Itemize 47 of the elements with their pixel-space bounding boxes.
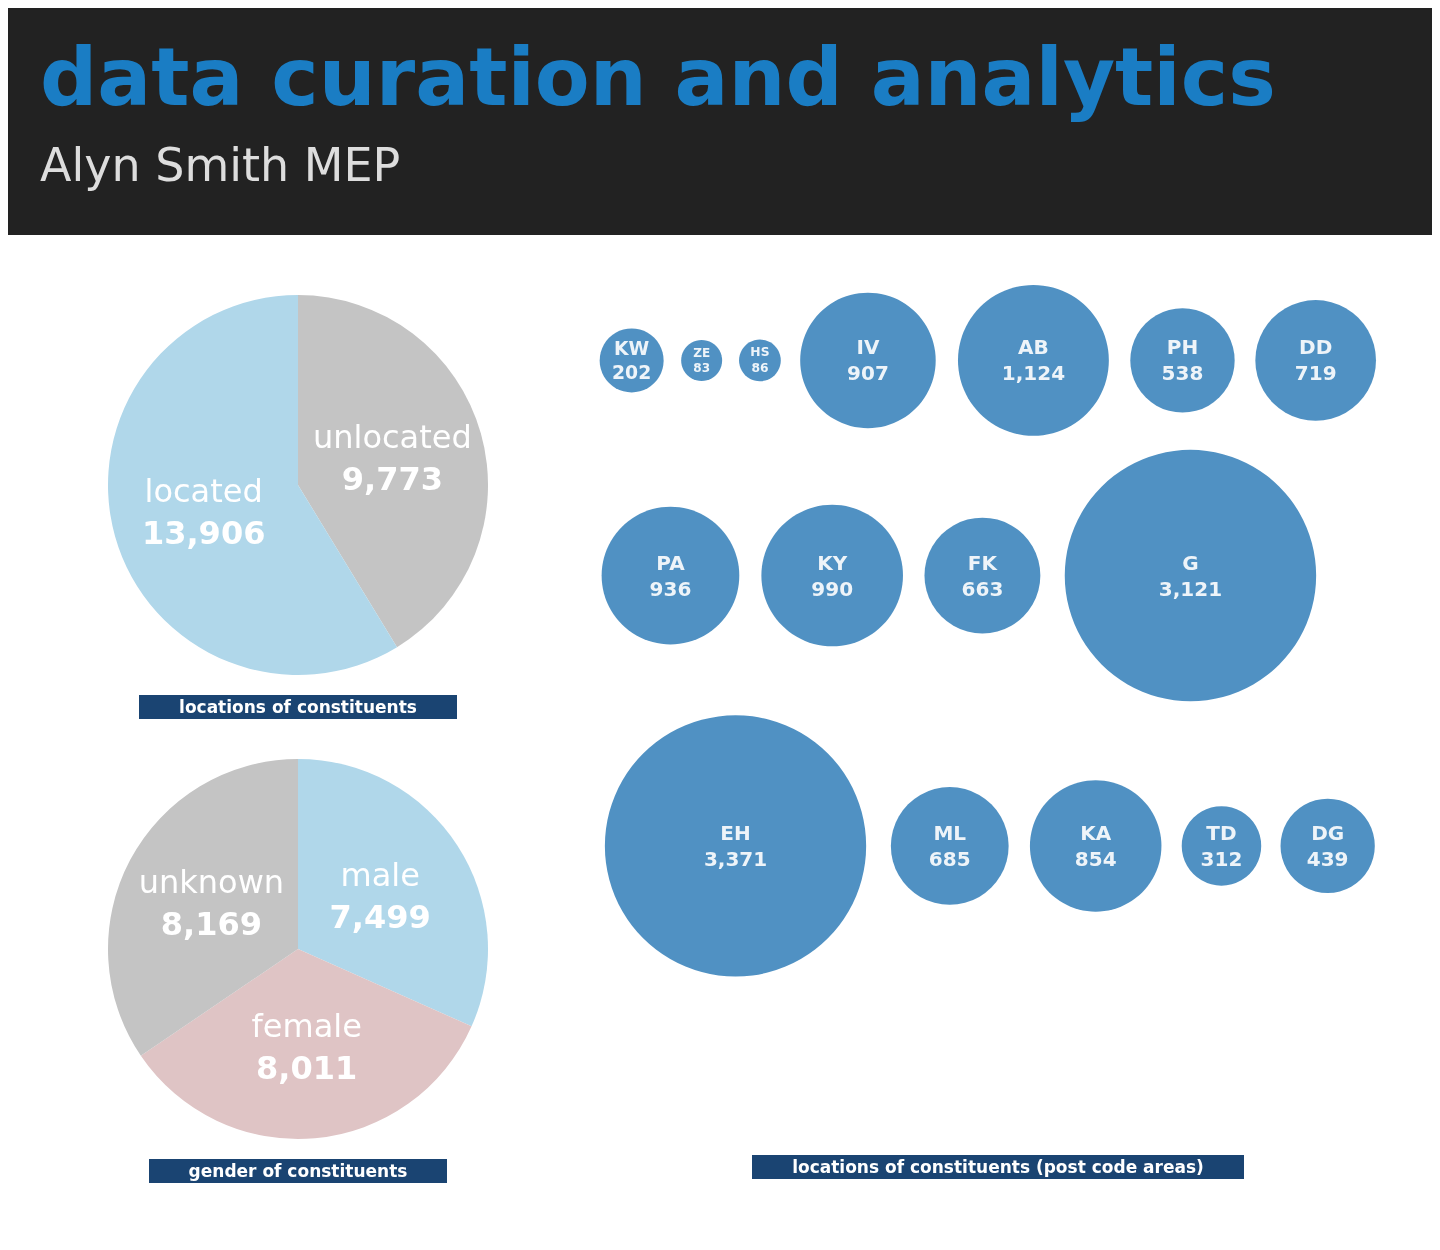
data-label: 8,169 [160, 905, 262, 944]
slice-label: male [340, 855, 420, 894]
data-label: 854 [1074, 846, 1117, 871]
data-label: 9,773 [341, 460, 443, 499]
data-label: 3,371 [703, 846, 768, 871]
category-label: FK [967, 550, 999, 575]
category-label: DG [1311, 820, 1345, 845]
data-label: 13,906 [141, 513, 266, 552]
data-label: 202 [612, 362, 652, 384]
data-label: 538 [1161, 361, 1204, 386]
text: data curation and analytics [40, 30, 1277, 126]
category-label: IV [856, 335, 880, 360]
data-label: 439 [1306, 846, 1349, 871]
data-label: 990 [811, 576, 854, 601]
text: locations of constituents (post code areas) [752, 1155, 1244, 1179]
slice-label: unknown [138, 863, 285, 902]
category-label: DD [1299, 335, 1333, 360]
data-label: 3,121 [1158, 576, 1223, 601]
data-label: 719 [1294, 361, 1337, 386]
category-label: KW [614, 337, 650, 359]
category-label: KA [1080, 820, 1112, 845]
category-label: TD [1206, 820, 1237, 845]
data-label: 86 [751, 361, 769, 376]
data-label: 685 [928, 846, 971, 871]
category-label: KY [817, 550, 848, 575]
data-label: 312 [1200, 846, 1243, 871]
category-label: ML [933, 820, 967, 845]
category-label: PH [1166, 335, 1199, 360]
category-label: PA [656, 550, 686, 575]
slice-label: female [251, 1006, 362, 1045]
data-label: 7,499 [329, 897, 431, 936]
data-label: 663 [961, 576, 1004, 601]
slice-label: unlocated [312, 418, 472, 457]
category-label: HS [750, 345, 770, 360]
category-label: EH [720, 820, 751, 845]
slice-label: located [144, 471, 263, 510]
data-label: 907 [847, 361, 889, 386]
text: gender of constituents [148, 1159, 448, 1183]
text: locations of constituents [139, 695, 457, 719]
data-label: 83 [693, 361, 711, 376]
data-label: 8,011 [256, 1048, 358, 1087]
category-label: G [1182, 550, 1199, 575]
chart-subtitle: Alyn Smith MEP [40, 138, 402, 192]
data-label: 1,124 [1001, 361, 1066, 386]
category-label: AB [1018, 335, 1049, 360]
data-label: 936 [649, 576, 692, 601]
category-label: ZE [693, 345, 711, 360]
